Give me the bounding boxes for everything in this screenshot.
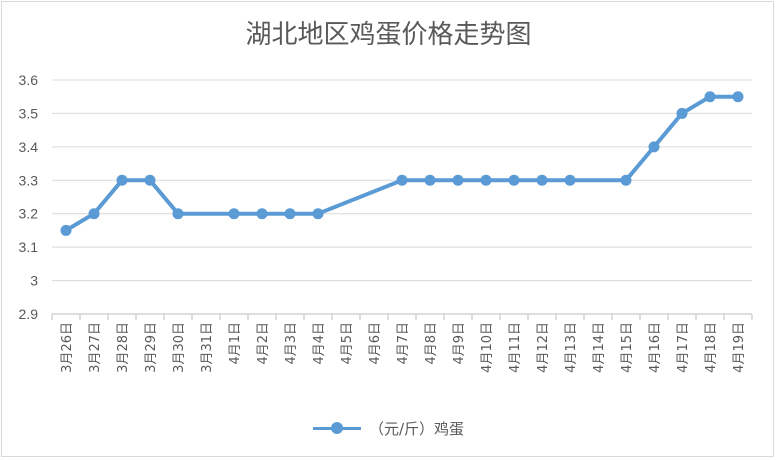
y-axis-ticks: 2.9 3 3.1 3.2 3.3 3.4 3.5 3.6 [19,72,39,322]
data-point [508,174,520,186]
data-point [228,208,240,220]
x-tick-label: 3月29日 [144,322,159,373]
x-tick-label: 4月18日 [704,322,719,373]
x-tick-label: 4月12日 [536,322,551,373]
data-point [620,174,632,186]
x-tick-label: 4月6日 [368,322,383,365]
data-point [732,91,744,103]
data-point [676,107,688,119]
legend-marker [312,422,361,434]
y-tick-label: 3.2 [19,206,39,222]
data-point [704,91,716,103]
x-tick-label: 4月2日 [256,322,271,365]
x-tick-label: 4月9日 [452,322,467,365]
data-point [284,208,296,220]
x-axis [51,313,753,320]
x-tick-label: 4月11日 [508,322,523,373]
x-tick-label: 4月19日 [732,322,747,373]
data-point [424,174,436,186]
y-tick-label: 3.3 [19,172,39,188]
y-tick-label: 3 [30,273,38,289]
x-tick-label: 4月4日 [312,322,327,365]
x-tick-label: 3月31日 [200,322,215,373]
data-point [564,174,576,186]
x-tick-label: 4月3日 [284,322,299,365]
series-path [64,94,740,233]
data-point [256,208,268,220]
data-point [116,174,128,186]
data-point [480,174,492,186]
legend: （元/斤）鸡蛋 [0,416,777,440]
x-tick-label: 4月8日 [424,322,439,365]
gridlines [52,79,752,282]
y-tick-label: 3.5 [19,105,39,121]
x-tick-label: 4月15日 [620,322,635,373]
x-tick-label: 4月1日 [228,322,243,365]
x-tick-label: 4月7日 [396,322,411,365]
y-tick-label: 3.6 [19,72,39,88]
x-tick-label: 3月26日 [60,322,75,373]
y-tick-label: 3.4 [19,139,39,155]
data-point [536,174,548,186]
data-point [452,174,464,186]
x-tick-label: 3月27日 [88,322,103,373]
x-tick-label: 4月14日 [592,322,607,373]
x-tick-label: 3月28日 [116,322,131,373]
series-line [60,91,744,236]
data-point [648,141,660,153]
data-point [172,208,184,220]
data-point [396,174,408,186]
x-axis-ticks: 3月26日 3月27日 3月28日 3月29日 3月30日 3月31日 4月1日 4月2日 4月… [60,322,747,373]
x-tick-label: 3月30日 [172,322,187,373]
legend-label: （元/斤）鸡蛋 [368,419,465,438]
x-tick-label: 4月5日 [340,322,355,365]
chart-title: 湖北地区鸡蛋价格走势图 [245,20,532,50]
x-tick-label: 4月13日 [564,322,579,373]
data-point [312,208,324,220]
y-tick-label: 2.9 [19,306,39,322]
x-tick-label: 4月10日 [480,322,495,373]
x-tick-label: 4月17日 [676,322,691,373]
x-tick-label: 4月16日 [648,322,663,373]
y-tick-label: 3.1 [19,239,39,255]
data-point [88,208,100,220]
data-point [144,174,156,186]
data-point [60,224,72,236]
